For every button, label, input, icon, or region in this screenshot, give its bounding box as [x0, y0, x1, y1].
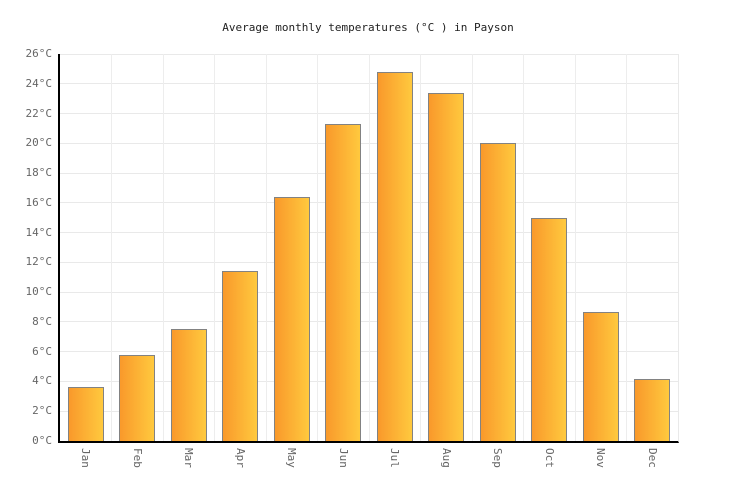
y-tick-label: 2°C: [32, 404, 52, 418]
x-tick-label: Aug: [439, 448, 453, 468]
gridline-vertical: [574, 54, 576, 441]
y-tick-label: 16°C: [25, 195, 53, 209]
y-tick-label: 0°C: [32, 434, 52, 447]
gridline-vertical: [523, 54, 524, 441]
chart-title: Average monthly temperatures (°C ) in Pa…: [222, 21, 514, 34]
bar-oct: [531, 217, 568, 441]
x-tick-label: Oct: [542, 448, 556, 468]
y-tick-label: 20°C: [25, 136, 53, 150]
y-tick-label: 24°C: [25, 76, 53, 90]
y-tick-label: 12°C: [25, 255, 53, 269]
x-tick-label: Jun: [336, 448, 350, 468]
bar-aug: [428, 92, 465, 441]
gridline-vertical: [420, 54, 421, 441]
y-tick-label: 10°C: [25, 285, 53, 299]
gridline-vertical: [471, 54, 473, 441]
gridline-vertical: [214, 54, 215, 441]
gridline-vertical: [265, 54, 267, 441]
x-tick-label: Feb: [130, 448, 144, 468]
gridline-vertical: [317, 54, 318, 441]
gridline-vertical: [368, 54, 370, 441]
bar-nov: [582, 311, 619, 441]
bar-jan: [67, 387, 104, 441]
x-tick-label: Sep: [491, 448, 505, 468]
bar-sep: [479, 143, 516, 441]
x-tick-label: Apr: [233, 448, 247, 468]
y-tick-label: 14°C: [25, 225, 53, 239]
y-tick-label: 18°C: [25, 166, 53, 180]
x-tick-label: Mar: [182, 448, 196, 468]
y-tick-label: 8°C: [32, 314, 52, 328]
bar-jun: [325, 123, 362, 441]
gridline-vertical: [162, 54, 164, 441]
bar-mar: [170, 329, 207, 441]
y-tick-label: 26°C: [25, 47, 53, 60]
x-tick-label: May: [285, 448, 299, 468]
bar-jul: [376, 71, 413, 441]
y-tick-label: 6°C: [32, 344, 52, 358]
x-tick-label: Dec: [645, 448, 659, 468]
x-tick-label: Jan: [79, 448, 93, 468]
bar-dec: [634, 378, 671, 441]
bar-may: [273, 196, 310, 441]
x-tick-label: Jul: [388, 448, 402, 468]
gridline-vertical: [111, 54, 112, 441]
bar-feb: [119, 354, 156, 441]
plot-area: [58, 53, 679, 443]
x-tick-label: Nov: [594, 448, 608, 468]
bar-apr: [222, 271, 259, 441]
y-tick-label: 22°C: [25, 106, 53, 120]
y-tick-label: 4°C: [32, 374, 52, 388]
gridline-vertical: [626, 54, 627, 441]
